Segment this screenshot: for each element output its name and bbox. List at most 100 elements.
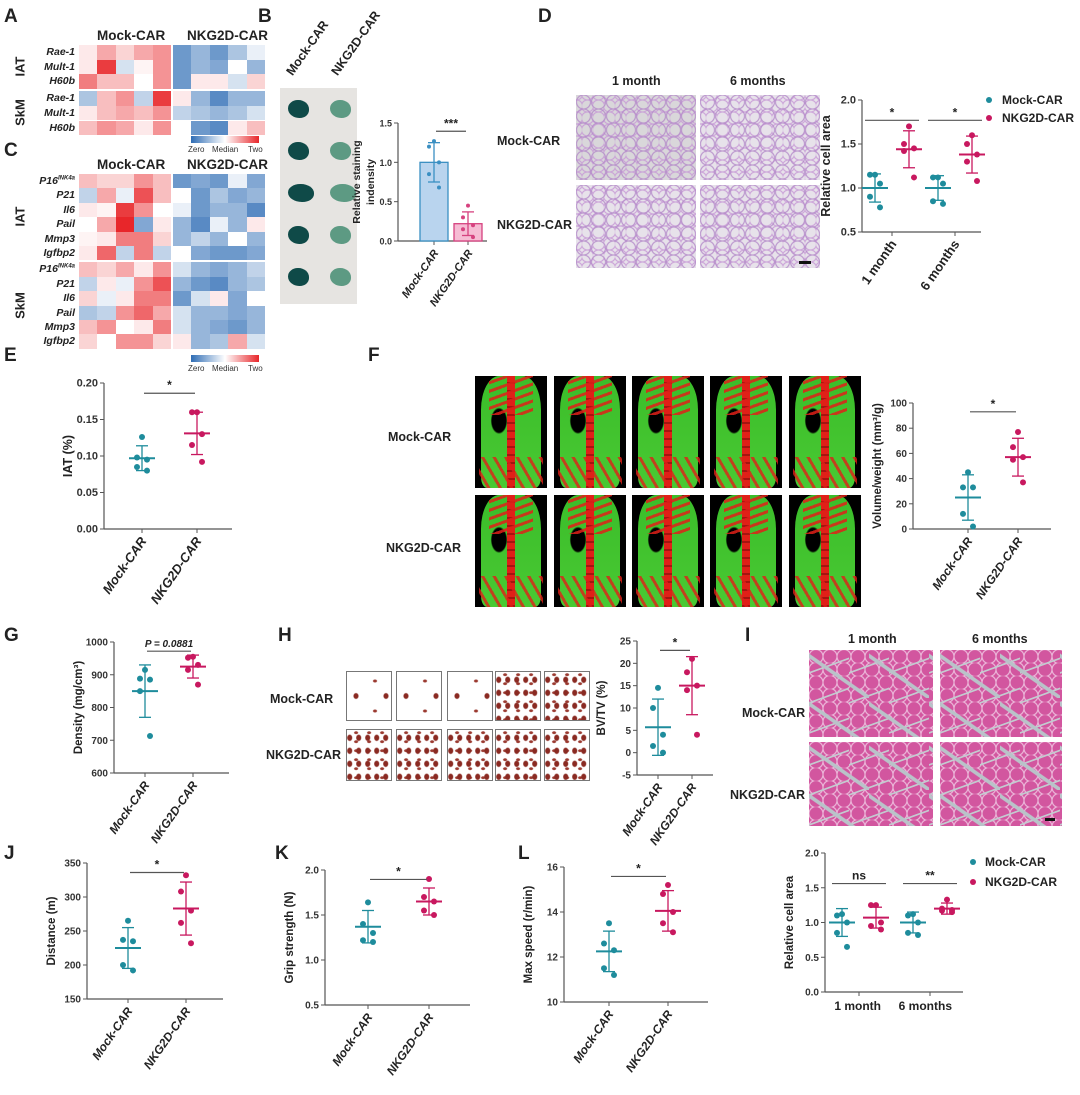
heatmap-cell [246,217,265,232]
data-point [964,141,970,147]
x-tick-label: 6 months [917,237,962,293]
data-point [1010,444,1016,451]
data-point [974,151,980,158]
data-point [144,467,150,474]
colorbar-a [191,136,259,143]
heatmap-gene-label: Rae-1 [46,92,75,105]
micro-ct-fat-image [554,495,626,607]
data-point [930,198,936,205]
trabecular-bone-image [544,729,590,781]
heatmap-cell [173,74,192,90]
data-point [365,899,371,906]
heatmap-cell [152,59,171,75]
y-tick-label: 0.0 [805,988,819,999]
data-point [877,180,883,187]
heatmap-cell [246,120,265,136]
data-point [471,235,475,240]
heatmap-cell [79,202,98,218]
data-point [1020,454,1026,461]
data-point [606,920,612,927]
heatmap-cell [115,59,135,75]
heatmap-gene-label: Il6 [63,203,75,216]
data-point [960,510,966,517]
significance-label: ** [925,869,935,883]
heatmap-cell [209,174,229,189]
heatmap-cell [246,262,265,277]
heatmap-cell [97,291,116,306]
data-point [421,907,427,914]
significance-label: * [636,861,641,875]
y-tick-label: 0.0 [379,237,392,247]
data-point [601,940,607,947]
y-tick-label: 2.0 [841,95,856,107]
heatmap-gene-label: P16INK4a [39,263,75,276]
data-point [190,653,196,660]
heatmap-cell [134,246,153,261]
heatmap-cell [228,262,247,277]
heatmap-gene-label: H60b [49,121,75,134]
heatmap-cell [152,188,171,203]
panel-label-e: E [4,345,17,366]
heatmap-cell [246,246,265,261]
heatmap-cell [115,45,135,60]
y-tick-label: 1.5 [805,883,819,894]
data-point [655,684,661,691]
heatmap-cell [134,105,153,121]
trabecular-bone-image [346,671,392,721]
heatmap-cell [191,246,210,261]
y-tick-label: 20 [896,499,908,510]
heatmap-cell [173,188,192,203]
data-point [939,907,945,914]
data-point [965,469,971,476]
x-tick-label: Mock-CAR [106,778,152,836]
heatmap-column-group-label: NKG2D-CAR [187,28,268,43]
heatmap-cell [191,231,210,246]
heatmap-cell [209,217,229,232]
data-point [147,676,153,683]
heatmap-cell [134,334,153,349]
heatmap-cell [228,120,247,136]
heatmap-cell [79,59,98,75]
trabecular-bone-image [346,729,392,781]
heatmap-cell [97,174,116,189]
row-label-mock: Mock-CAR [497,134,561,148]
data-point [466,203,470,208]
heatmap-cell [191,74,210,90]
heatmap-cell [152,217,171,232]
heatmap-cell [115,246,135,261]
y-tick-label: 1.0 [379,158,392,168]
data-point [905,912,911,919]
data-point [878,919,884,926]
data-point [611,947,617,954]
heatmap-cell [134,217,153,232]
micro-ct-fat-image [710,495,782,607]
stained-tissue-sample [288,142,309,160]
heatmap-cell [209,91,229,106]
data-point [660,891,666,897]
heatmap-cell [134,276,153,292]
heatmap-gene-label: H60b [49,75,75,88]
y-tick-label: 1.0 [805,918,819,929]
data-point [906,123,912,130]
data-point [134,463,140,470]
x-tick-label: Mock-CAR [89,1004,135,1062]
heatmap-cell [209,305,229,320]
data-point [189,409,195,416]
heatmap-cell [97,276,116,292]
y-tick-label: 60 [896,449,908,460]
data-point [120,962,126,968]
heatmap-column-group-label: Mock-CAR [97,157,166,172]
x-tick-label: Mock-CAR [929,534,975,592]
heatmap-cell [152,291,171,306]
heatmap-cell [209,105,229,121]
data-point [910,911,916,918]
heatmap-cell [228,174,247,189]
heatmap-cell [152,305,171,320]
y-tick-label: 700 [91,736,108,747]
x-tick-label: 6 months [899,999,953,1013]
data-point [437,185,441,190]
heatmap-cell [115,105,135,121]
heatmap-cell [173,246,192,261]
